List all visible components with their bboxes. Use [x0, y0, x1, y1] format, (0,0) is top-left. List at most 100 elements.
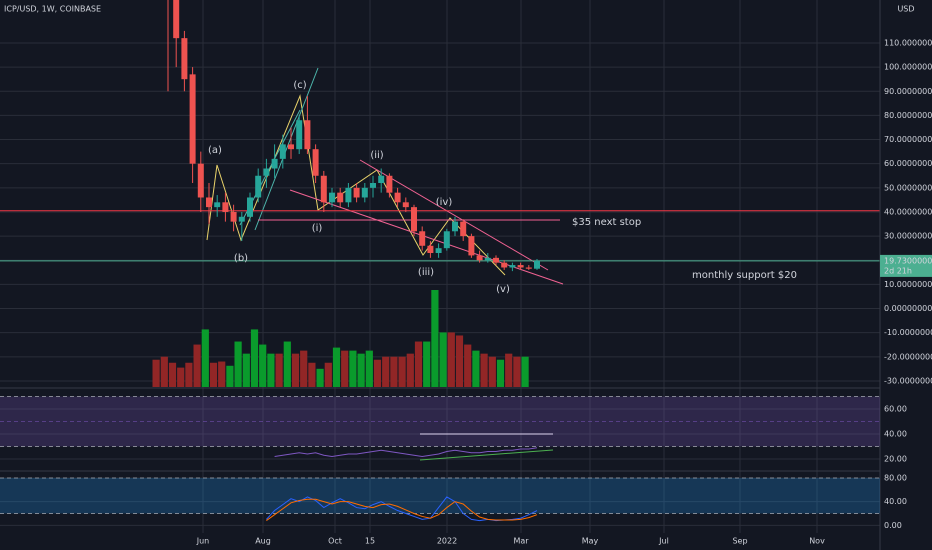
candle-body	[443, 231, 450, 249]
y-tick-label: 60.00000000	[884, 159, 932, 168]
candle-body	[312, 149, 319, 176]
candle-body	[206, 197, 212, 208]
annotation: (v)	[496, 284, 510, 295]
volume-bar	[472, 350, 480, 387]
candle-body	[271, 158, 278, 169]
candle-body	[214, 202, 221, 208]
volume-bar	[480, 353, 488, 387]
volume-bar	[439, 332, 447, 387]
candle-body	[468, 236, 475, 256]
x-tick-label: Aug	[255, 537, 271, 546]
volume-bar	[168, 362, 177, 387]
volume-bar	[275, 353, 283, 387]
volume-bar	[513, 356, 521, 387]
y-tick-label: 40.00000000	[884, 207, 932, 216]
y-tick-label: 0.00000000	[884, 304, 932, 313]
y-tick-label: -20.00000000	[884, 352, 932, 361]
volume-bar	[423, 341, 431, 387]
volume-bar	[521, 356, 529, 387]
y-tick-label: 40.00	[884, 430, 907, 439]
band	[0, 477, 880, 514]
volume-bar	[390, 356, 398, 387]
candle-body	[435, 248, 442, 254]
candle-body	[230, 211, 237, 222]
grid	[0, 0, 880, 533]
countdown: 2d 21h	[884, 266, 912, 275]
candle-body	[279, 144, 286, 159]
last-price: 19.73000000	[884, 256, 932, 265]
candle-body	[534, 260, 540, 269]
volume-bar	[505, 353, 513, 387]
x-tick-label: Nov	[809, 537, 825, 546]
candle-body	[247, 197, 253, 217]
candle-body	[222, 202, 229, 212]
volume-bar	[267, 353, 275, 387]
volume-bar	[447, 332, 455, 387]
volume-bar	[242, 353, 250, 387]
x-tick-label: May	[582, 537, 599, 546]
y-tick-label: 20.00	[884, 455, 907, 464]
candle-body	[197, 163, 204, 198]
chart-title: ICP/USD, 1W, COINBASE	[4, 5, 101, 14]
volume-bar	[300, 350, 308, 387]
x-tick-label: Jul	[658, 537, 669, 546]
volume-bar	[488, 356, 496, 387]
y-tick-label: -30.00000000	[884, 376, 932, 385]
y-tick-label: 10.00000000	[884, 280, 932, 289]
candle-body	[345, 187, 352, 203]
volume-bar	[226, 365, 234, 387]
volume-bar	[373, 359, 382, 387]
volume-bar	[209, 362, 218, 387]
candle-body	[427, 245, 434, 254]
candle-body	[181, 38, 188, 80]
candle-body	[517, 265, 524, 268]
volume-bar	[398, 356, 406, 387]
candle-body	[476, 255, 483, 261]
x-tick-label: Mar	[513, 537, 529, 546]
volume-bar	[291, 353, 300, 387]
y-tick-label: 40.00	[884, 497, 907, 506]
volume-bar	[193, 344, 201, 387]
candle-body	[452, 221, 458, 232]
main-pane	[0, 0, 880, 387]
y-tick-label: 30.00000000	[884, 232, 932, 241]
candle-body	[329, 192, 335, 203]
volume-bar	[332, 347, 341, 387]
drawings	[206, 67, 564, 461]
annotation: (i)	[312, 223, 323, 234]
candle-body	[484, 257, 491, 261]
volume-bar	[349, 350, 357, 387]
candle-body	[296, 120, 303, 150]
candle-body	[525, 267, 532, 269]
volume-bar	[160, 356, 168, 387]
candle-body	[288, 144, 294, 150]
candle-body	[386, 175, 393, 193]
rsi-line	[274, 447, 538, 458]
x-tick-label: Sep	[732, 537, 747, 546]
volume-bar	[406, 353, 414, 387]
x-tick-label: Jun	[196, 537, 210, 546]
last-price-box	[880, 254, 932, 277]
candle-body	[255, 175, 262, 198]
volume-bar	[365, 350, 373, 387]
volume-bar	[201, 329, 209, 387]
volume-bar	[464, 344, 472, 387]
candle-body	[361, 187, 368, 198]
candle-body	[501, 262, 508, 268]
volume-bar	[414, 341, 423, 387]
volume-bar	[250, 329, 259, 387]
annotation: $35 next stop	[572, 217, 641, 228]
volume-bar	[185, 362, 193, 387]
candle-body	[238, 216, 245, 222]
volume-bar	[455, 335, 464, 387]
candle-body	[402, 202, 409, 208]
candle-body	[378, 175, 385, 183]
volume-bar	[177, 367, 185, 387]
y-tick-label: 110.00000000	[884, 38, 932, 47]
volume-bar	[259, 344, 267, 387]
x-tick-label: 15	[365, 537, 375, 546]
candle-body	[320, 175, 327, 203]
y-tick-label: 50.00000000	[884, 183, 932, 192]
annotation: (iii)	[418, 267, 434, 278]
